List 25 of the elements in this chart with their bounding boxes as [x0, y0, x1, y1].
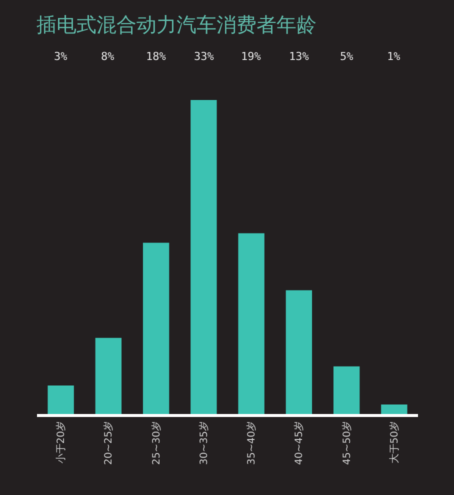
data-label: 13%: [289, 50, 310, 63]
data-label: 19%: [241, 50, 262, 63]
x-tick-label: 35~40岁: [246, 421, 258, 465]
x-tick-label: 25~30岁: [150, 421, 162, 465]
bar: [333, 366, 360, 414]
data-label: 3%: [54, 50, 68, 63]
data-label: 33%: [194, 50, 214, 63]
bar: [238, 233, 264, 414]
data-label: 8%: [101, 50, 115, 63]
bar: [381, 404, 408, 414]
bar: [95, 338, 122, 414]
x-tick-label: 小于20岁: [55, 421, 68, 464]
x-tick-label: 大于50岁: [388, 421, 400, 464]
bar: [190, 100, 217, 414]
bar: [48, 385, 74, 414]
data-label: 18%: [146, 50, 166, 63]
x-tick-label: 40~45岁: [293, 421, 306, 465]
bar: [142, 242, 170, 414]
x-tick-label: 20~25岁: [102, 421, 115, 465]
x-tick-label: 30~35岁: [198, 421, 210, 465]
x-tick-label: 45~50岁: [340, 421, 353, 465]
data-label: 5%: [340, 50, 354, 63]
data-label: 1%: [387, 50, 401, 63]
bar: [286, 290, 312, 414]
chart-title: 插电式混合动力汽车消费者年龄: [36, 12, 316, 36]
